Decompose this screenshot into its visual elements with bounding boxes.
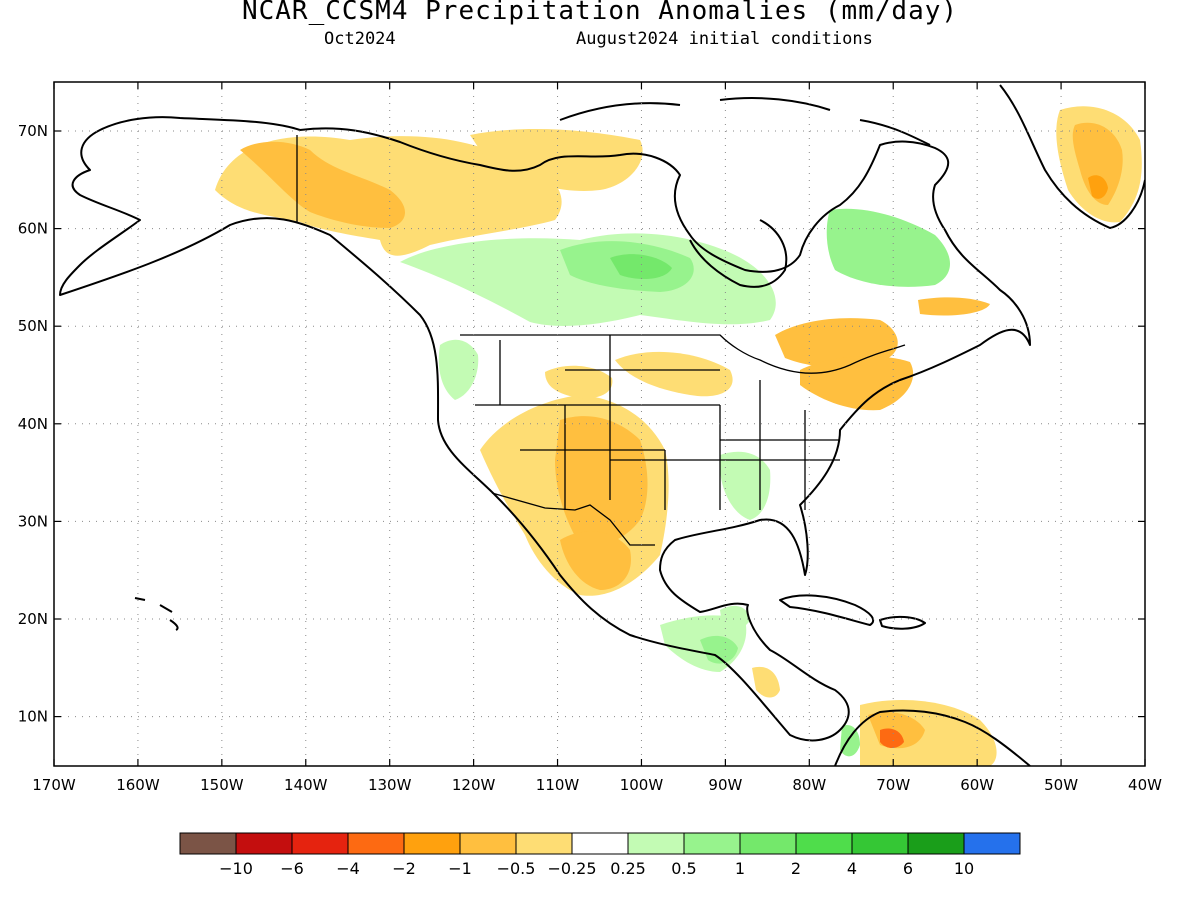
anomaly-region-venezuela-strong-dry: [880, 728, 904, 748]
longitude-label: 60W: [960, 776, 994, 794]
anomaly-region-labrador-wet: [826, 208, 950, 287]
coastline-arctic-islands: [559, 97, 931, 146]
colorbar-tick-label: −0.25: [547, 859, 596, 878]
colorbar-tick-label: 0.5: [671, 859, 696, 878]
longitude-label: 130W: [368, 776, 412, 794]
coastline-hawaii: [134, 597, 179, 631]
coastline-hudson-bay: [689, 219, 788, 288]
colorbar-tick-label: 4: [847, 859, 857, 878]
colorbar-tick-label: 0.25: [610, 859, 646, 878]
longitude-label: 120W: [452, 776, 496, 794]
colorbar-swatch: [179, 832, 237, 855]
colorbar-swatch: [571, 832, 629, 855]
anomaly-region-pacific-northwest-wet: [438, 339, 479, 400]
colorbar-tick-label: 10: [954, 859, 974, 878]
colorbar-tick-label: −6: [280, 859, 304, 878]
anomaly-region-rockies-dry: [545, 365, 613, 399]
border-us-canada: [460, 334, 906, 374]
colorbar-swatch: [459, 832, 517, 855]
longitude-label: 50W: [1044, 776, 1078, 794]
anomaly-region-yucatan-wet: [720, 605, 750, 629]
colorbar-swatch: [235, 832, 293, 855]
longitude-label: 80W: [792, 776, 826, 794]
colorbar-swatch: [795, 832, 853, 855]
colorbar-swatch: [739, 832, 797, 855]
anomaly-region-newfoundland-dry: [918, 297, 990, 316]
colorbar-swatch: [963, 832, 1021, 855]
colorbar-tick-label: 6: [903, 859, 913, 878]
anomaly-region-colombia-wet: [840, 724, 860, 757]
coastline-cuba: [779, 594, 875, 626]
coastline-hispaniola: [879, 615, 926, 630]
coastline-north-america: [59, 116, 1031, 742]
map-title: NCAR_CCSM4 Precipitation Anomalies (mm/d…: [241, 0, 959, 26]
anomaly-region-central-canada-strong-wet: [610, 254, 672, 280]
anomaly-region-central-america-moderate-wet: [700, 635, 738, 664]
longitude-label: 170W: [32, 776, 76, 794]
colorbar-swatch: [627, 832, 685, 855]
longitude-label: 140W: [284, 776, 328, 794]
target-month-label: Oct2024: [324, 29, 396, 49]
longitude-label: 40W: [1128, 776, 1162, 794]
latitude-label: 70N: [18, 122, 48, 140]
anomaly-region-east-canada-dry: [775, 318, 898, 368]
colorbar-tick-label: −2: [392, 859, 416, 878]
border-state-lines: [475, 335, 840, 510]
latitude-label: 20N: [18, 610, 48, 628]
anomaly-region-east-greenland-moderate-dry: [1072, 122, 1123, 205]
colorbar-tick-label: 2: [791, 859, 801, 878]
longitude-label: 70W: [876, 776, 910, 794]
border-us-mexico: [491, 492, 655, 546]
colorbar: [179, 832, 1021, 855]
latitude-label: 30N: [18, 512, 48, 530]
longitude-labels: 170W 160W 150W 140W 130W 120W 110W 100W 90W 80W 70…: [32, 776, 1162, 794]
initial-conditions-label: August2024 initial conditions: [576, 29, 873, 49]
colorbar-swatch: [347, 832, 405, 855]
latitude-labels: 70N 60N 50N 40N 30N 20N 10N: [18, 122, 48, 726]
political-borders: [296, 135, 906, 546]
axis-ticks: [53, 82, 1146, 766]
colorbar-swatch: [515, 832, 573, 855]
coastline-south-america: [834, 709, 1031, 766]
colorbar-swatch: [403, 832, 461, 855]
coastlines: [59, 84, 1145, 766]
anomaly-region-four-corners-moderate-dry: [555, 416, 648, 547]
colorbar-tick-label: 1: [735, 859, 745, 878]
longitude-label: 150W: [200, 776, 244, 794]
latitude-label: 40N: [18, 415, 48, 433]
colorbar-tick-label: −1: [448, 859, 472, 878]
longitude-label: 90W: [708, 776, 742, 794]
colorbar-swatch: [851, 832, 909, 855]
latitude-label: 10N: [18, 708, 48, 726]
anomaly-region-mexico-dry: [560, 531, 631, 590]
longitude-label: 100W: [620, 776, 664, 794]
colorbar-swatch: [907, 832, 965, 855]
colorbar-tick-label: −10: [219, 859, 253, 878]
anomaly-region-southeast-wet: [720, 451, 771, 520]
longitude-label: 160W: [116, 776, 160, 794]
anomaly-region-yukon-moderate-dry: [240, 141, 405, 228]
coastline-greenland: [999, 84, 1145, 229]
colorbar-swatch: [683, 832, 741, 855]
colorbar-tick-label: −0.5: [497, 859, 536, 878]
longitude-label: 110W: [536, 776, 580, 794]
latitude-label: 50N: [18, 317, 48, 335]
colorbar-swatch: [291, 832, 349, 855]
colorbar-labels: −10 −6 −4 −2 −1 −0.5 −0.25 0.25 0.5 1 2 4 6 10: [219, 859, 974, 878]
anomaly-region-upper-midwest-dry: [615, 351, 733, 397]
anomaly-region-northeast-dry: [800, 356, 914, 411]
anomaly-shading: [215, 106, 1142, 766]
anomaly-region-nicaragua-dry: [752, 666, 780, 698]
colorbar-tick-label: −4: [336, 859, 360, 878]
latitude-label: 60N: [18, 220, 48, 238]
anomaly-region-east-greenland-strong-dry: [1088, 175, 1108, 199]
anomaly-region-arctic-coast-dry: [470, 128, 643, 191]
